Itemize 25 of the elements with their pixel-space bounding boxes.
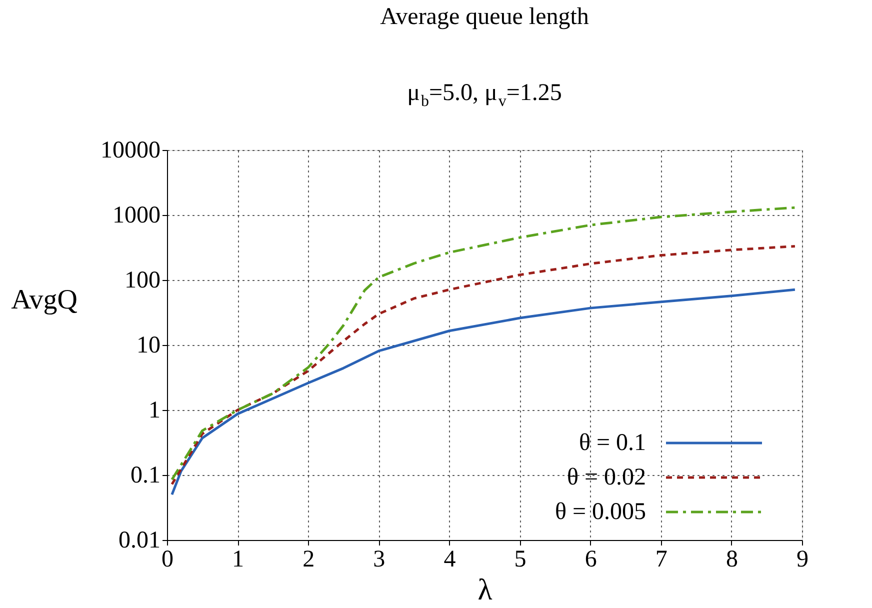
x-tick-label: 9 [796, 546, 808, 572]
x-tick-label: 2 [302, 546, 315, 572]
y-tick-label: 0.01 [118, 528, 160, 554]
legend-label: θ = 0.005 [554, 499, 646, 525]
line-series [170, 245, 796, 486]
chart-title: Average queue length [380, 4, 589, 30]
line-series [170, 288, 796, 496]
legend-label: θ = 0.1 [578, 430, 646, 456]
x-tick-label: 7 [655, 546, 668, 572]
y-axis-title: AvgQ [11, 284, 78, 316]
y-tick-label: 1000 [112, 202, 160, 228]
x-tick-label: 8 [726, 546, 738, 572]
y-tick-label: 10000 [100, 138, 160, 164]
x-tick-label: 3 [373, 546, 386, 572]
x-tick-label: 1 [232, 546, 244, 572]
y-tick-label: 100 [124, 268, 160, 294]
x-axis-title: λ [478, 574, 493, 606]
y-tick-label: 10 [136, 332, 160, 358]
y-tick-label: 0.1 [130, 462, 160, 488]
x-tick-label: 5 [514, 546, 526, 572]
x-tick-label: 6 [584, 546, 597, 572]
legend-label: θ = 0.02 [566, 464, 646, 490]
x-tick-label: 0 [162, 546, 174, 572]
x-tick-label: 4 [444, 546, 456, 572]
y-tick-label: 1 [148, 398, 160, 424]
